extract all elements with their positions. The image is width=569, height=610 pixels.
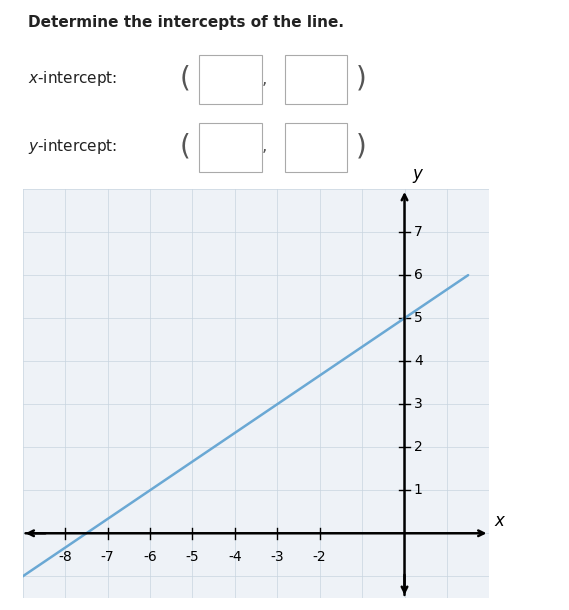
Bar: [199, 123, 262, 172]
Text: ,: ,: [262, 137, 267, 156]
Bar: [284, 123, 347, 172]
Text: 1: 1: [414, 483, 423, 497]
Text: ,: ,: [262, 70, 267, 88]
Text: 5: 5: [414, 311, 423, 325]
Text: $x$-intercept:: $x$-intercept:: [28, 69, 118, 88]
Text: -7: -7: [101, 550, 114, 564]
Text: $x$: $x$: [494, 512, 507, 530]
Text: ): ): [356, 132, 366, 160]
Text: 2: 2: [414, 440, 423, 454]
Text: 7: 7: [414, 225, 423, 239]
Bar: [199, 55, 262, 104]
Text: -6: -6: [143, 550, 157, 564]
Text: -4: -4: [228, 550, 242, 564]
Text: 6: 6: [414, 268, 423, 282]
Text: (: (: [180, 132, 191, 160]
Text: 4: 4: [414, 354, 423, 368]
Text: $y$: $y$: [412, 167, 424, 185]
Text: 3: 3: [414, 397, 423, 411]
Bar: [284, 55, 347, 104]
Text: -8: -8: [58, 550, 72, 564]
Text: ): ): [356, 65, 366, 93]
Text: -5: -5: [185, 550, 199, 564]
Text: $y$-intercept:: $y$-intercept:: [28, 137, 118, 156]
Text: -3: -3: [270, 550, 284, 564]
Text: (: (: [180, 65, 191, 93]
Text: Determine the intercepts of the line.: Determine the intercepts of the line.: [28, 15, 344, 30]
Text: -2: -2: [313, 550, 327, 564]
